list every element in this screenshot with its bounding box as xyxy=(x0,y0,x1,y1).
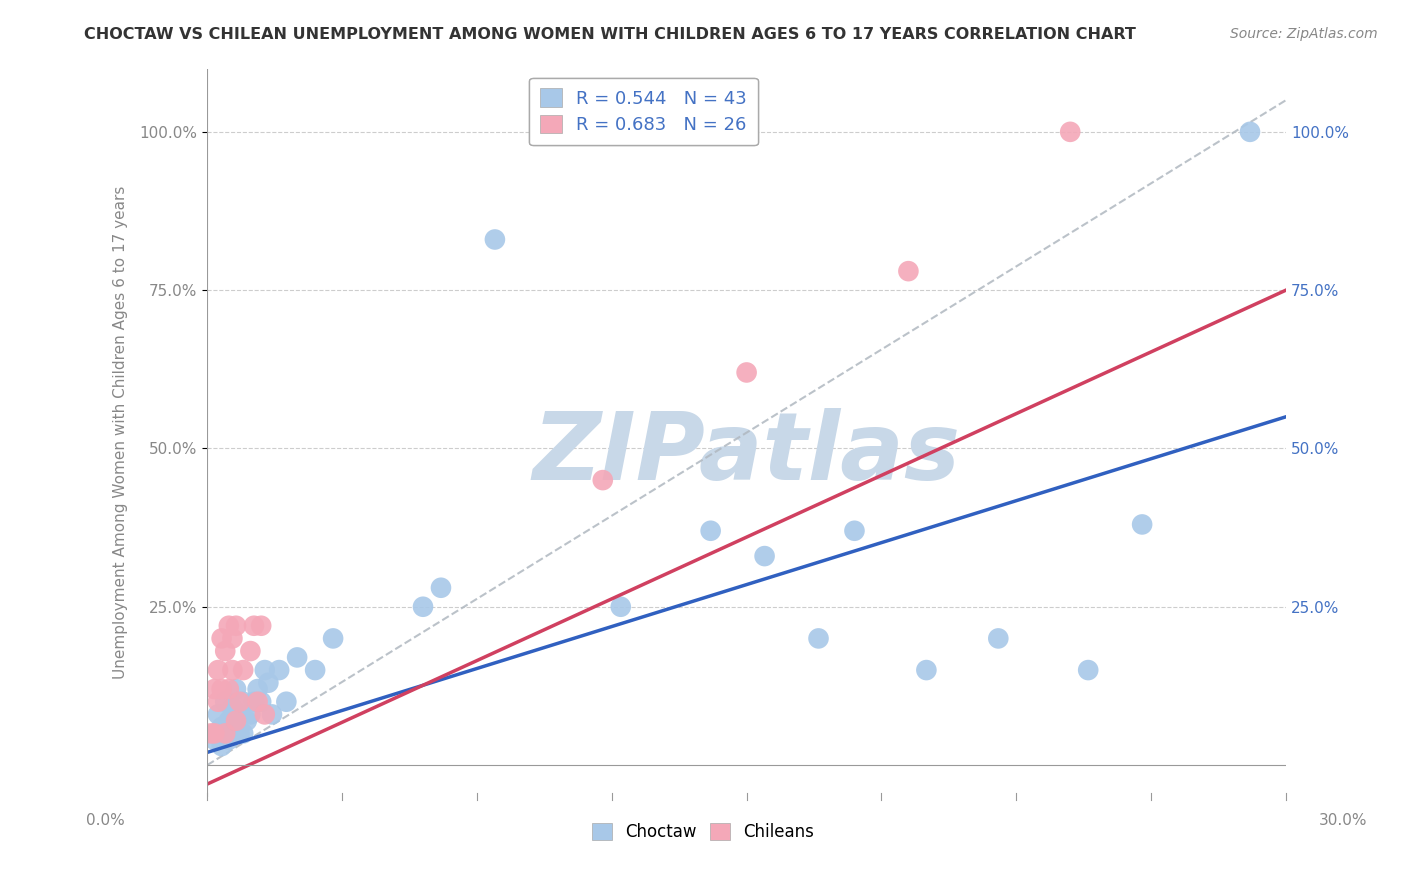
Point xyxy=(412,599,434,614)
Point xyxy=(214,726,236,740)
Point xyxy=(807,632,830,646)
Point xyxy=(915,663,938,677)
Point xyxy=(214,726,236,740)
Text: ZIPatlas: ZIPatlas xyxy=(533,409,960,500)
Point xyxy=(246,695,269,709)
Point xyxy=(610,599,633,614)
Point xyxy=(304,663,326,677)
Point xyxy=(246,682,269,697)
Point xyxy=(218,619,240,633)
Text: 30.0%: 30.0% xyxy=(1319,814,1367,828)
Point xyxy=(221,701,243,715)
Point xyxy=(250,695,273,709)
Point xyxy=(430,581,453,595)
Point xyxy=(285,650,308,665)
Legend: Choctaw, Chileans: Choctaw, Chileans xyxy=(585,816,821,848)
Point xyxy=(260,707,283,722)
Point xyxy=(211,632,233,646)
Point xyxy=(243,695,266,709)
Point xyxy=(221,632,243,646)
Point xyxy=(228,695,250,709)
Point xyxy=(225,720,247,734)
Point xyxy=(218,732,240,747)
Point xyxy=(211,720,233,734)
Point xyxy=(236,714,259,728)
Point xyxy=(232,663,254,677)
Point xyxy=(257,675,280,690)
Point xyxy=(228,726,250,740)
Point xyxy=(200,726,222,740)
Point xyxy=(225,682,247,697)
Point xyxy=(225,714,247,728)
Point xyxy=(207,726,229,740)
Point xyxy=(204,732,226,747)
Point xyxy=(735,366,758,380)
Point xyxy=(699,524,721,538)
Point xyxy=(232,726,254,740)
Point xyxy=(1239,125,1261,139)
Point xyxy=(1130,517,1153,532)
Point xyxy=(239,707,262,722)
Point xyxy=(484,232,506,246)
Point xyxy=(221,663,243,677)
Point xyxy=(221,726,243,740)
Point xyxy=(987,632,1010,646)
Point xyxy=(207,695,229,709)
Legend: R = 0.544   N = 43, R = 0.683   N = 26: R = 0.544 N = 43, R = 0.683 N = 26 xyxy=(529,78,758,145)
Point xyxy=(322,632,344,646)
Text: CHOCTAW VS CHILEAN UNEMPLOYMENT AMONG WOMEN WITH CHILDREN AGES 6 TO 17 YEARS COR: CHOCTAW VS CHILEAN UNEMPLOYMENT AMONG WO… xyxy=(84,27,1136,42)
Point xyxy=(269,663,291,677)
Text: Source: ZipAtlas.com: Source: ZipAtlas.com xyxy=(1230,27,1378,41)
Point xyxy=(897,264,920,278)
Point xyxy=(218,714,240,728)
Point xyxy=(207,707,229,722)
Y-axis label: Unemployment Among Women with Children Ages 6 to 17 years: Unemployment Among Women with Children A… xyxy=(114,186,128,680)
Point xyxy=(253,663,276,677)
Point xyxy=(250,619,273,633)
Point xyxy=(207,663,229,677)
Point xyxy=(228,707,250,722)
Point xyxy=(1077,663,1099,677)
Point xyxy=(253,707,276,722)
Point xyxy=(214,644,236,658)
Point xyxy=(592,473,614,487)
Point xyxy=(1059,125,1081,139)
Point xyxy=(844,524,866,538)
Point xyxy=(214,695,236,709)
Point xyxy=(204,726,226,740)
Point xyxy=(276,695,298,709)
Point xyxy=(211,682,233,697)
Point xyxy=(243,619,266,633)
Point xyxy=(754,549,776,563)
Point xyxy=(232,695,254,709)
Point xyxy=(225,619,247,633)
Point xyxy=(218,682,240,697)
Point xyxy=(204,682,226,697)
Point xyxy=(239,644,262,658)
Point xyxy=(211,739,233,753)
Text: 0.0%: 0.0% xyxy=(86,814,125,828)
